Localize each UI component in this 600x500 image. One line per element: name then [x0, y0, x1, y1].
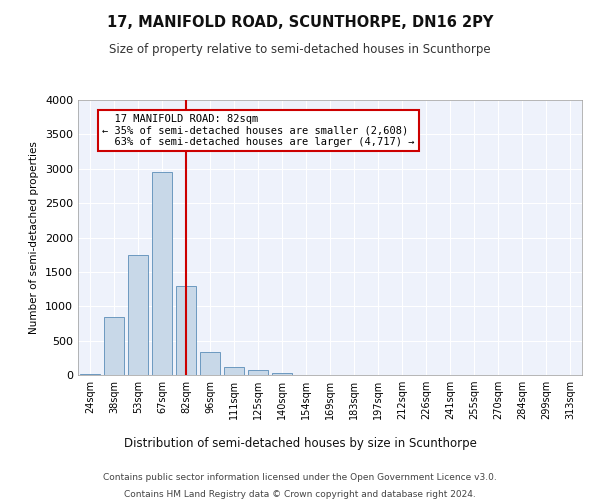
Bar: [152, 172, 172, 375]
Text: Size of property relative to semi-detached houses in Scunthorpe: Size of property relative to semi-detach…: [109, 42, 491, 56]
Bar: [104, 316, 124, 375]
Bar: [200, 352, 220, 375]
Text: Contains HM Land Registry data © Crown copyright and database right 2024.: Contains HM Land Registry data © Crown c…: [124, 490, 476, 499]
Text: Contains public sector information licensed under the Open Government Licence v3: Contains public sector information licen…: [103, 472, 497, 482]
Y-axis label: Number of semi-detached properties: Number of semi-detached properties: [29, 141, 40, 334]
Bar: [248, 370, 268, 375]
Bar: [80, 374, 100, 375]
Text: Distribution of semi-detached houses by size in Scunthorpe: Distribution of semi-detached houses by …: [124, 438, 476, 450]
Bar: [272, 373, 292, 375]
Bar: [224, 368, 244, 375]
Bar: [128, 254, 148, 375]
Bar: [176, 286, 196, 375]
Text: 17, MANIFOLD ROAD, SCUNTHORPE, DN16 2PY: 17, MANIFOLD ROAD, SCUNTHORPE, DN16 2PY: [107, 15, 493, 30]
Text: 17 MANIFOLD ROAD: 82sqm
← 35% of semi-detached houses are smaller (2,608)
  63% : 17 MANIFOLD ROAD: 82sqm ← 35% of semi-de…: [102, 114, 415, 147]
